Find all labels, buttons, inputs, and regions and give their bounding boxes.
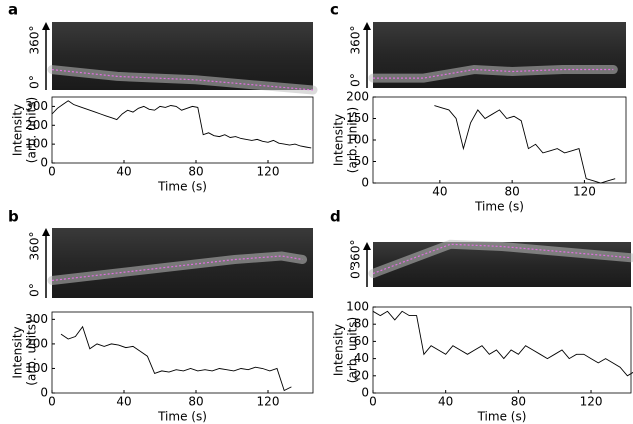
y-tick-label: 300 [25,99,48,113]
kymo-trace [51,69,314,91]
y-tick-label: 20 [354,368,369,382]
panel-letter: a [8,1,18,19]
x-tick-label: 120 [257,165,280,179]
y-tick-label: 0 [361,386,369,400]
y-axis-label-units: (arb. units) [25,97,39,163]
kymo-trace [51,255,303,282]
intensity-line [60,325,292,392]
y-tick-label: 50 [354,154,369,168]
y-axis-label: Intensity [11,326,25,378]
x-tick-label: 80 [505,185,520,199]
y-tick-label: 0 [40,386,48,400]
x-axis-label: Time (s) [474,200,524,214]
y-tick-label: 100 [25,361,48,375]
y-tick-label: 100 [346,300,369,314]
y-axis-label: Intensity [332,324,346,376]
kymo-top-label: 360° [349,26,363,55]
x-tick-label: 40 [432,185,447,199]
plot-frame [51,96,314,164]
x-axis-label: Time (s) [157,180,207,194]
x-tick-label: 80 [188,165,203,179]
kymo-top-label: 360° [349,240,363,269]
y-axis-label: Intensity [11,104,25,156]
y-tick-label: 0 [361,176,369,190]
y-tick-label: 150 [346,111,369,125]
x-tick-label: 40 [116,395,131,409]
kymo-bottom-label: 0° [28,283,42,297]
x-tick-label: 120 [257,395,280,409]
kymo-top-label: 360° [28,232,42,261]
x-tick-label: 0 [48,395,56,409]
plot-frame [51,311,314,394]
y-axis-label: Intensity [332,114,346,166]
kymo-bottom-label: 0° [349,265,363,279]
x-axis-label: Time (s) [477,410,527,424]
intensity-line [51,100,312,149]
kymo-arrowhead [42,22,50,30]
kymo-arrowhead [363,22,371,30]
x-tick-label: 120 [573,185,596,199]
x-axis-label: Time (s) [157,410,207,424]
kymo-bottom-label: 0° [349,73,363,87]
kymo-arrowhead [42,228,50,236]
x-tick-label: 40 [116,165,131,179]
y-tick-label: 200 [346,90,369,104]
panel-letter: b [8,208,19,226]
x-tick-label: 80 [188,395,203,409]
kymo-bottom-label: 0° [28,75,42,89]
y-tick-label: 60 [354,334,369,348]
x-tick-label: 0 [48,165,56,179]
y-tick-label: 100 [346,133,369,147]
x-tick-label: 120 [580,395,603,409]
kymo-top-label: 360° [28,26,42,55]
panel-letter: c [330,1,339,19]
y-tick-label: 0 [40,156,48,170]
y-axis-label-units: (arb. units) [346,107,360,173]
x-tick-label: 0 [369,395,377,409]
y-tick-label: 300 [25,312,48,326]
panel-letter: d [330,208,341,226]
y-tick-label: 200 [25,118,48,132]
intensity-line [372,310,633,377]
intensity-line [434,105,616,184]
y-tick-label: 80 [354,317,369,331]
x-tick-label: 40 [438,395,453,409]
plot-frame [372,306,632,394]
y-axis-label-units: (arb. units) [25,319,39,385]
kymo-arrowhead [363,242,371,250]
y-axis-label-units: (arb. units) [346,317,360,383]
kymo-trace [372,243,632,275]
y-tick-label: 200 [25,336,48,350]
y-tick-label: 40 [354,351,369,365]
x-tick-label: 80 [511,395,526,409]
y-tick-label: 100 [25,137,48,151]
kymo-trace [373,68,614,79]
